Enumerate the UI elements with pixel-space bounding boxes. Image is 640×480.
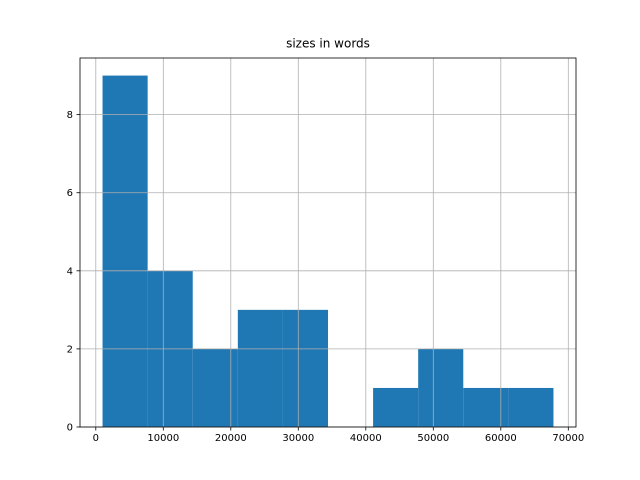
bar bbox=[237, 309, 283, 427]
y-tick-label: 2 bbox=[67, 344, 73, 355]
x-tick-label: 70000 bbox=[552, 433, 584, 444]
y-tick-label: 6 bbox=[67, 188, 73, 199]
axes-frame bbox=[79, 57, 577, 428]
bar bbox=[418, 348, 464, 427]
bar bbox=[508, 387, 554, 427]
x-tick-label: 10000 bbox=[147, 433, 179, 444]
bar bbox=[102, 75, 148, 428]
bar bbox=[282, 309, 328, 427]
chart-title: sizes in words bbox=[286, 37, 370, 51]
bar bbox=[192, 348, 238, 427]
y-tick-label: 0 bbox=[67, 423, 73, 434]
bar bbox=[463, 387, 509, 427]
x-tick-label: 0 bbox=[93, 433, 99, 444]
x-tick-label: 50000 bbox=[417, 433, 449, 444]
x-tick-label: 20000 bbox=[215, 433, 247, 444]
bar bbox=[373, 387, 419, 427]
y-tick-label: 8 bbox=[67, 110, 73, 121]
y-tick-label: 4 bbox=[67, 266, 73, 277]
x-tick-label: 60000 bbox=[485, 433, 517, 444]
x-tick-label: 30000 bbox=[282, 433, 314, 444]
x-tick-label: 40000 bbox=[350, 433, 382, 444]
